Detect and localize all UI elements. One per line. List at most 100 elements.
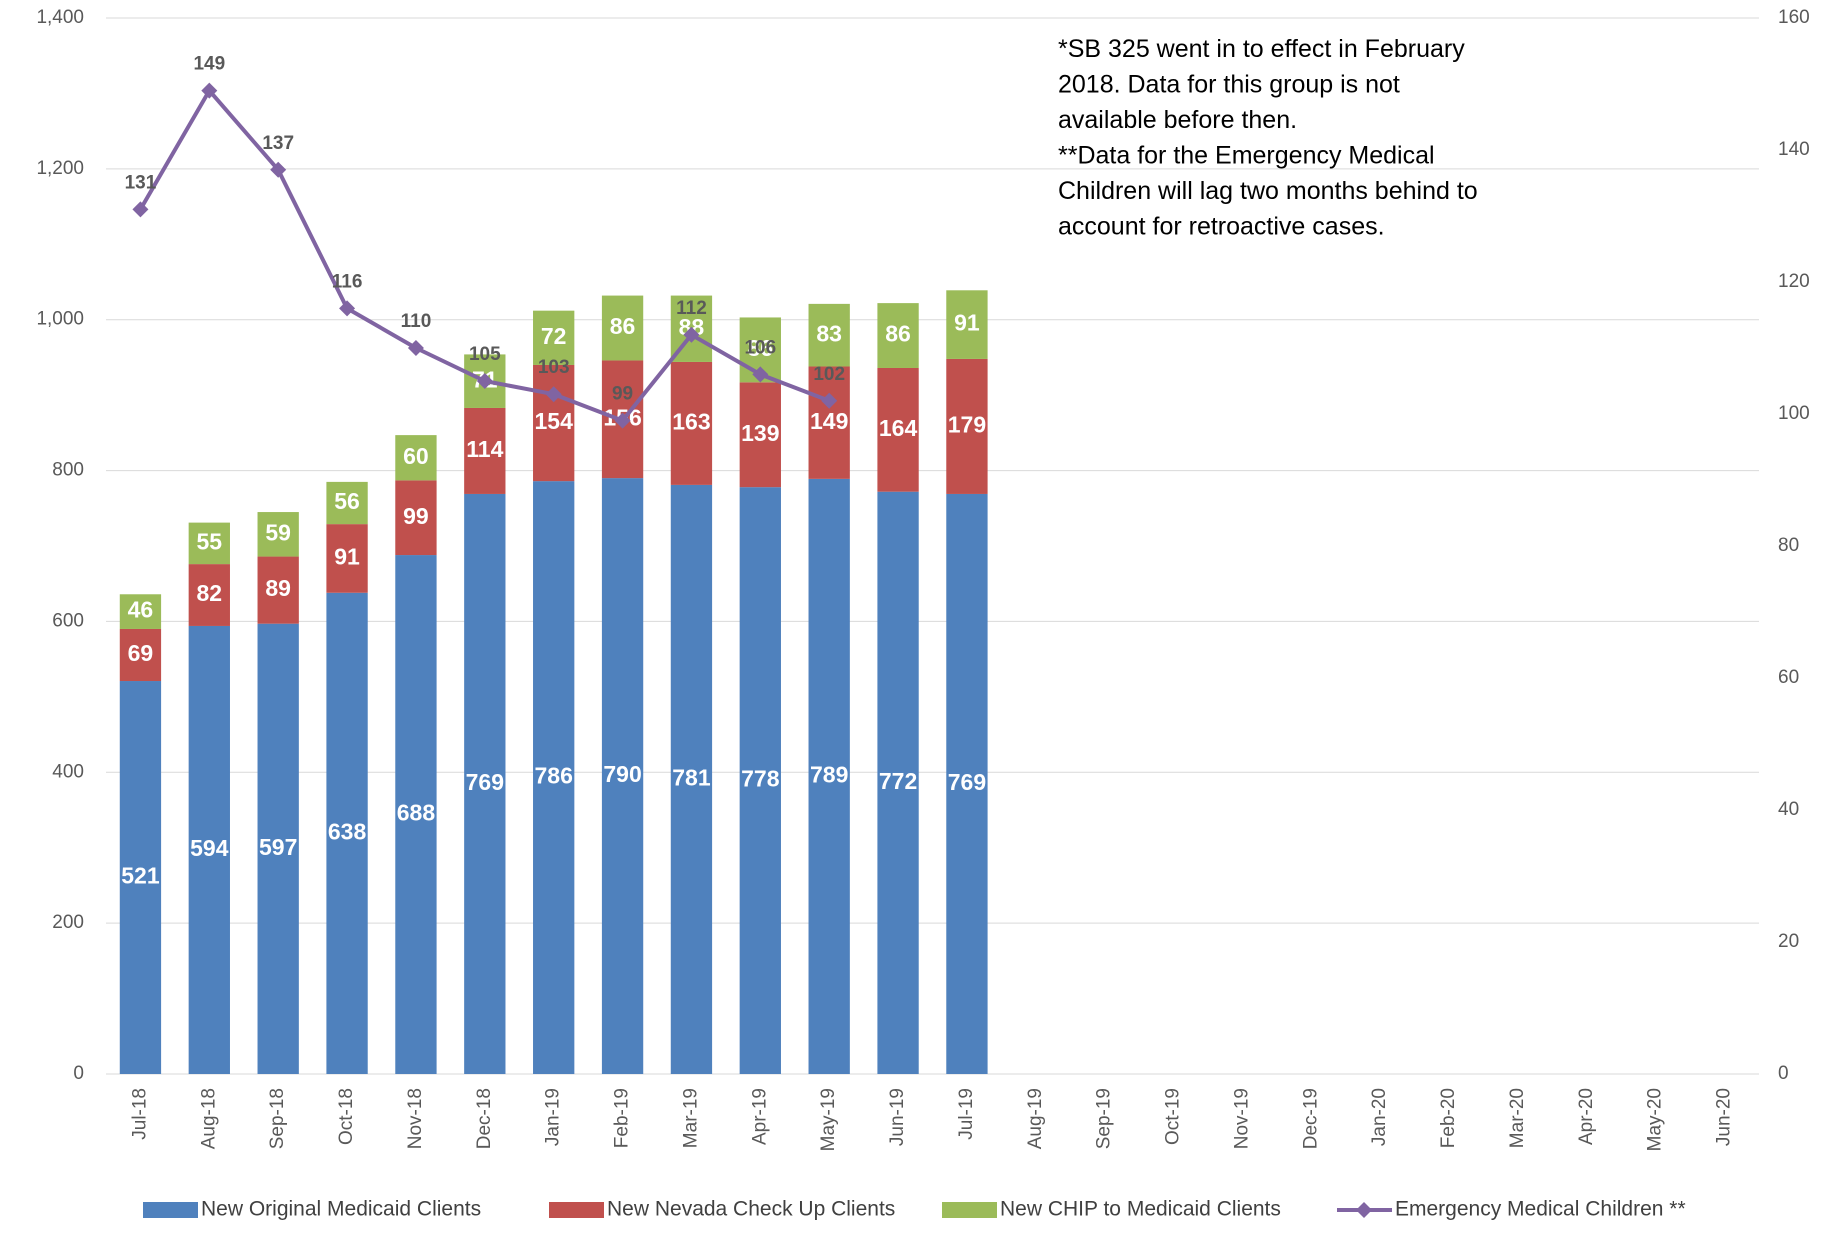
bar [601, 295, 644, 361]
bar [877, 367, 919, 492]
y2-tick-label: 140 [1778, 139, 1810, 160]
bar-label: 83 [816, 320, 842, 346]
x-tick-label: Jan-20 [1369, 1088, 1390, 1146]
bar [395, 555, 437, 1074]
x-tick-label: Feb-20 [1438, 1088, 1459, 1148]
x-tick-label: Dec-18 [474, 1088, 495, 1149]
bar [739, 382, 781, 488]
x-tick-label: Jul-19 [956, 1088, 977, 1140]
x-tick-label: Jan-19 [543, 1088, 564, 1146]
x-tick-label: May-20 [1645, 1088, 1666, 1151]
bar [946, 493, 988, 1074]
legend-label: Emergency Medical Children ** [1395, 1198, 1686, 1221]
bar [119, 681, 162, 1074]
bar-label: 597 [259, 834, 297, 860]
y-tick-label: 800 [52, 460, 84, 481]
line-marker [545, 386, 562, 403]
bar [464, 407, 506, 494]
legend-label: New Original Medicaid Clients [201, 1198, 481, 1221]
line-label: 137 [262, 133, 294, 154]
bar [533, 310, 575, 365]
bar-label: 781 [672, 765, 711, 791]
annotation: account for retroactive cases. [1058, 213, 1385, 241]
bar [188, 522, 230, 565]
legend-label: New Nevada Check Up Clients [607, 1198, 895, 1221]
x-tick-label: Feb-19 [612, 1088, 633, 1148]
bar-label: 789 [810, 762, 848, 788]
y2-tick-label: 80 [1778, 535, 1799, 556]
line-marker [201, 82, 218, 99]
x-tick-label: Sep-19 [1094, 1088, 1115, 1149]
x-tick-label: Sep-18 [267, 1088, 288, 1149]
line-marker [270, 161, 287, 178]
bar [533, 481, 575, 1074]
y-tick-label: 400 [52, 761, 84, 782]
line-marker [407, 340, 424, 356]
bar-label: 55 [197, 528, 223, 554]
bar [326, 481, 368, 525]
bar [395, 435, 437, 481]
annotation: 2018. Data for this group is not [1058, 71, 1400, 99]
x-tick-label: Nov-19 [1231, 1088, 1252, 1149]
y2-tick-label: 100 [1778, 403, 1810, 424]
line-label: 102 [813, 364, 845, 385]
x-tick-label: Oct-19 [1163, 1088, 1184, 1145]
legend-swatch [1356, 1202, 1372, 1218]
bar-label: 638 [328, 818, 367, 844]
bar [257, 512, 299, 557]
y2-tick-label: 60 [1778, 667, 1799, 688]
line-marker [476, 373, 493, 389]
x-tick-label: Jun-19 [887, 1088, 908, 1146]
bar-label: 772 [879, 768, 917, 794]
y-tick-label: 1,000 [36, 309, 84, 330]
bar-label: 521 [121, 863, 160, 889]
annotation: **Data for the Emergency Medical [1058, 142, 1435, 170]
bar-label: 139 [741, 420, 779, 446]
line-label: 105 [469, 344, 501, 365]
bar [739, 487, 781, 1074]
bar [464, 493, 506, 1074]
bar-label: 154 [535, 408, 574, 434]
bar-label: 179 [948, 412, 986, 438]
x-tick-label: Oct-18 [336, 1088, 357, 1145]
bar [119, 594, 162, 629]
y-tick-label: 0 [73, 1063, 84, 1084]
y2-tick-label: 40 [1778, 799, 1799, 820]
bar [808, 366, 850, 479]
line-marker [132, 201, 149, 218]
y2-tick-label: 120 [1778, 271, 1810, 292]
x-tick-label: Jun-20 [1714, 1088, 1735, 1146]
bar-label: 89 [265, 575, 291, 601]
bar-label: 786 [535, 763, 573, 789]
bar-label: 99 [403, 503, 429, 529]
line-marker [821, 392, 838, 409]
bar-label: 790 [603, 761, 641, 787]
bar [877, 491, 919, 1075]
bar [808, 303, 850, 367]
bar [395, 480, 437, 556]
annotation: available before then. [1058, 106, 1297, 134]
bar [257, 556, 299, 624]
x-tick-label: May-19 [818, 1088, 839, 1151]
line-marker [683, 326, 700, 343]
line-label: 131 [125, 172, 157, 193]
bar-label: 91 [954, 310, 980, 336]
legend-swatch [942, 1202, 997, 1218]
bar-label: 594 [190, 835, 229, 861]
bar [946, 358, 988, 494]
bar-label: 778 [741, 766, 780, 792]
bar [257, 623, 299, 1074]
line-marker [614, 412, 631, 429]
x-tick-label: Aug-18 [198, 1088, 219, 1149]
y2-tick-label: 0 [1778, 1063, 1789, 1084]
line-label: 110 [401, 311, 432, 332]
y2-tick-label: 20 [1778, 931, 1799, 952]
y-tick-label: 200 [52, 912, 84, 933]
line-label: 106 [744, 337, 776, 358]
line-label: 112 [676, 298, 707, 319]
x-tick-label: Mar-20 [1507, 1088, 1528, 1148]
x-tick-label: Mar-19 [680, 1088, 701, 1148]
bar [877, 303, 919, 368]
bar-label: 82 [197, 580, 223, 606]
